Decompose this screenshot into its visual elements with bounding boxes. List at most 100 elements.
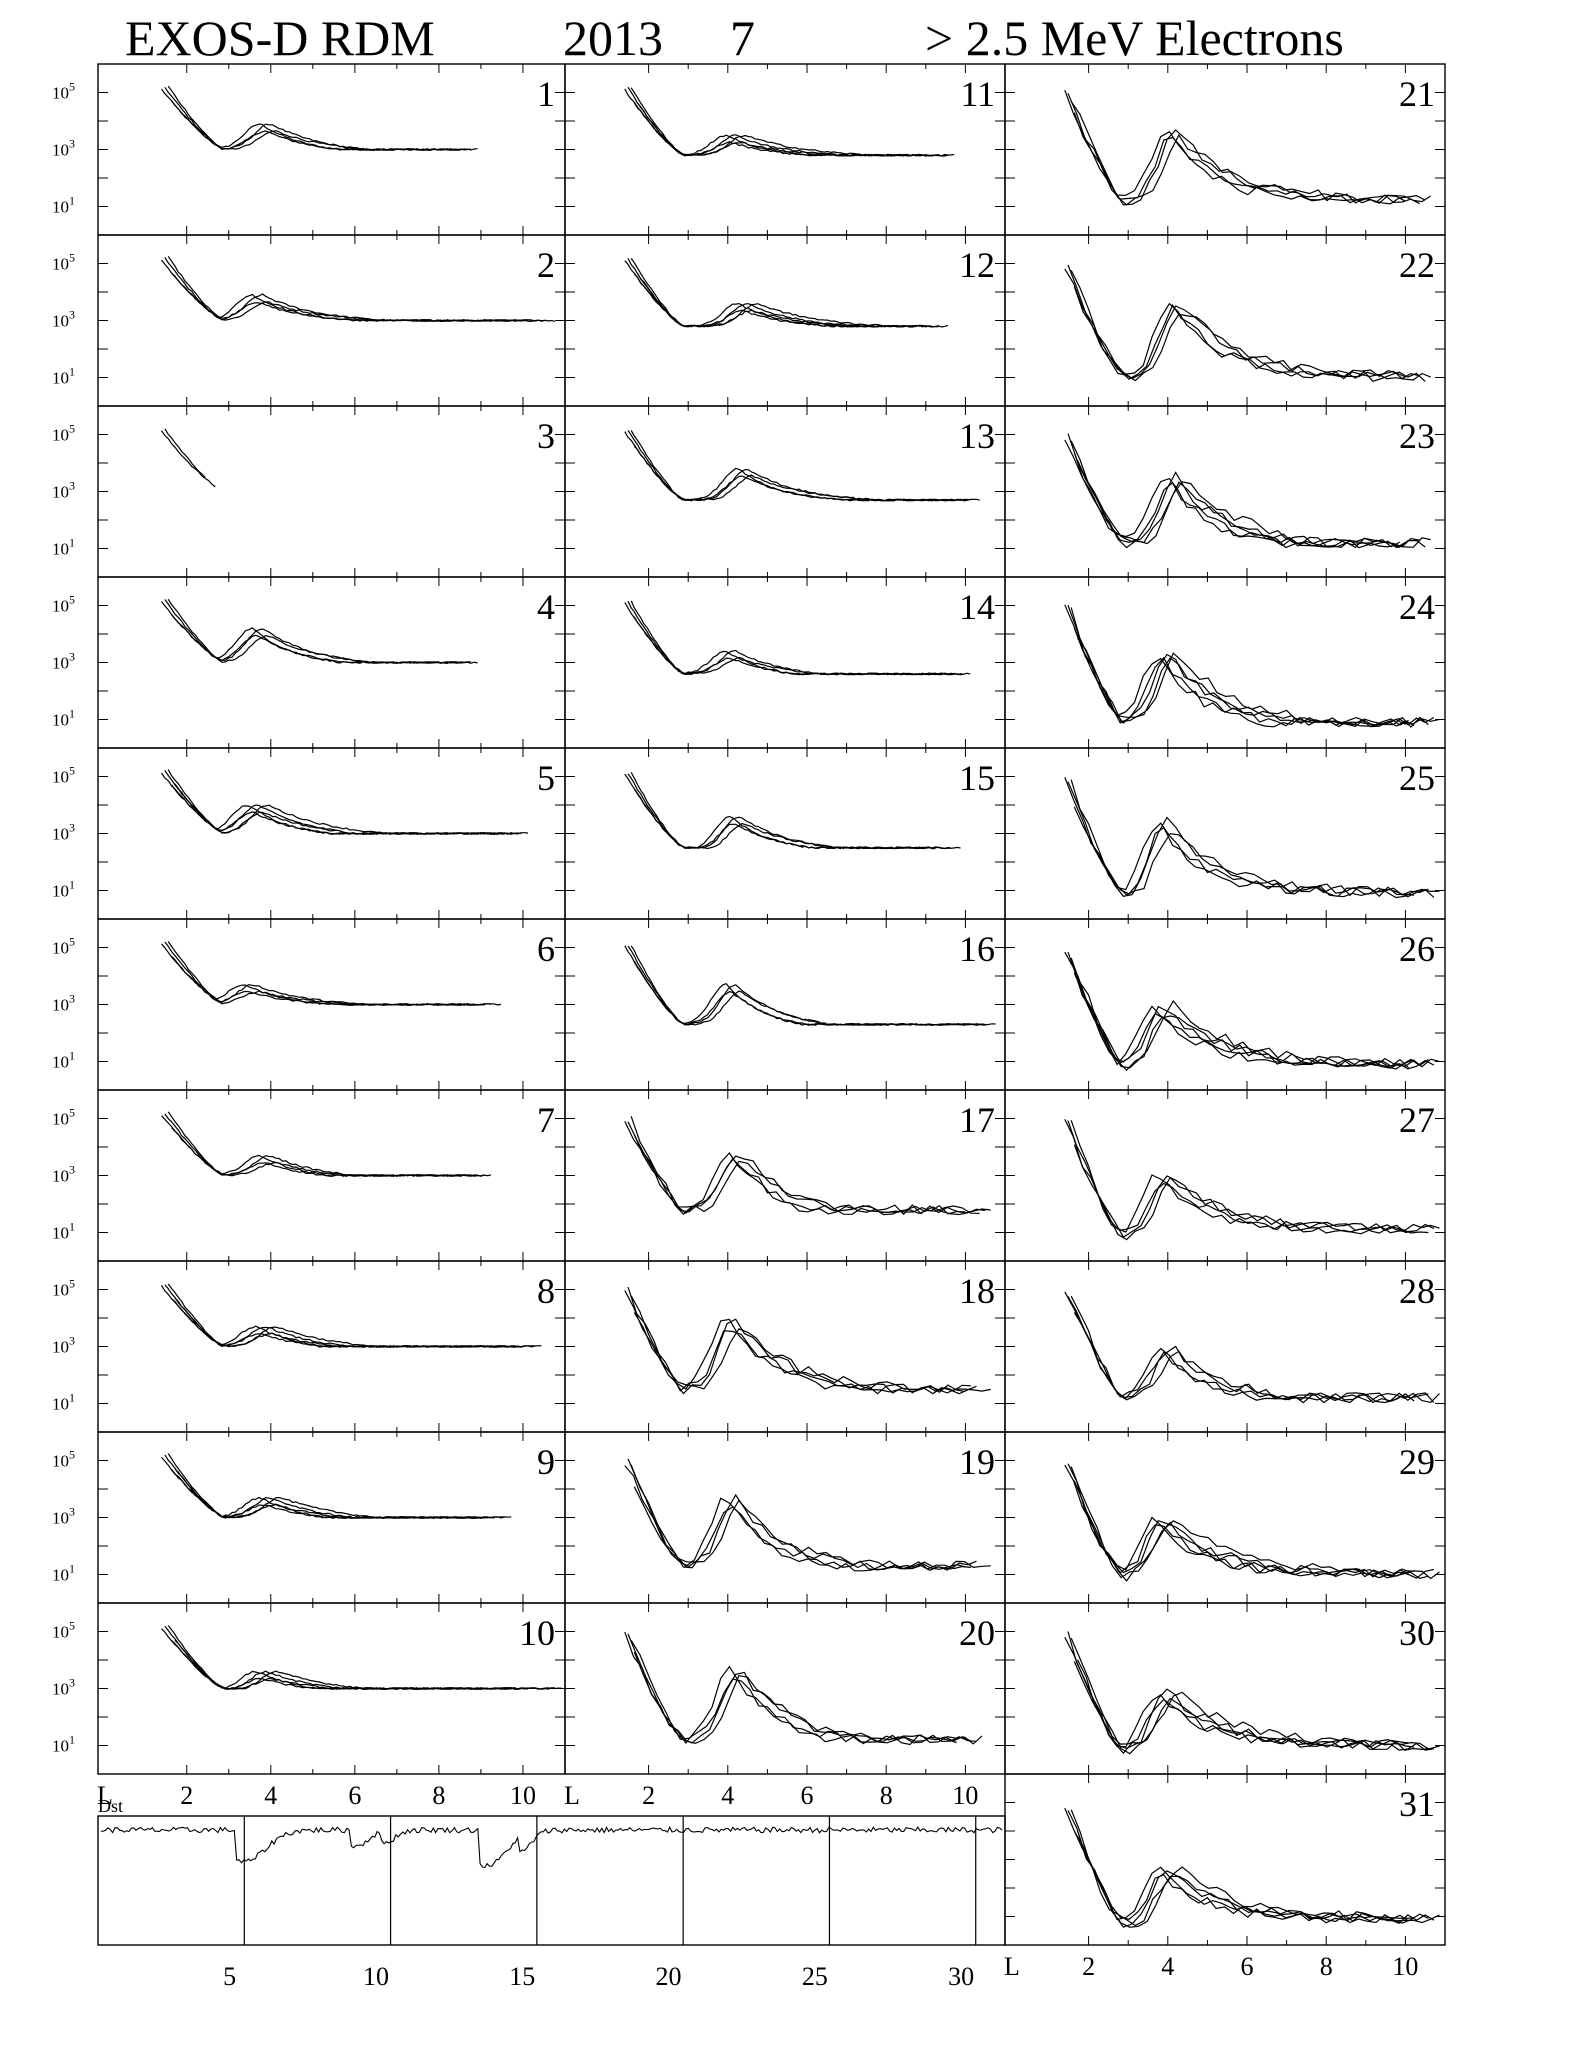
- y-tick-exponent: 3: [69, 308, 75, 322]
- panel-day-30: 30: [1004, 1602, 1446, 1775]
- flux-curve: [167, 85, 461, 151]
- flux-curve: [1076, 1830, 1409, 1928]
- y-tick-label: 101: [52, 1220, 75, 1243]
- panel-frame: [1004, 576, 1446, 749]
- y-tick-label: 103: [52, 992, 75, 1015]
- panel-day-label: 16: [959, 929, 995, 969]
- panel-day-16: 16: [564, 918, 1006, 1091]
- panel-day-label: 7: [537, 1100, 555, 1140]
- panel-day-23: 23: [1004, 405, 1446, 578]
- panel-frame: [564, 747, 1006, 920]
- y-tick-exponent: 1: [69, 536, 75, 550]
- flux-curve: [1070, 270, 1420, 380]
- panel-day-26: 26: [1004, 918, 1446, 1091]
- y-tick-exponent: 3: [69, 1334, 75, 1348]
- panel-frame: [1004, 234, 1446, 407]
- y-tick-exponent: 3: [69, 1676, 75, 1690]
- flux-curve: [636, 272, 917, 328]
- y-tick-label: 103: [52, 1676, 75, 1699]
- year-title: 2013: [563, 10, 663, 66]
- dst-day-label: 25: [802, 1962, 828, 1991]
- panel-day-17: 17: [564, 1089, 1006, 1262]
- flux-curve: [167, 941, 485, 1006]
- panel-frame: [564, 63, 1006, 236]
- flux-curve: [624, 1120, 991, 1216]
- panel-day-label: 31: [1399, 1784, 1435, 1824]
- flux-curve: [1073, 112, 1406, 206]
- x-tick-label: 10: [952, 1781, 978, 1810]
- panel-day-label: 17: [959, 1100, 995, 1140]
- x-axis-symbol: L: [564, 1781, 580, 1810]
- flux-curve: [1064, 89, 1432, 203]
- flux-curve: [1064, 1464, 1440, 1580]
- flux-curve: [630, 1116, 980, 1216]
- panel-day-label: 25: [1399, 758, 1435, 798]
- x-tick-label: 4: [1161, 1952, 1174, 1981]
- flux-curve: [164, 1284, 535, 1348]
- y-tick-exponent: 5: [69, 1619, 75, 1633]
- panel-day-label: 15: [959, 758, 995, 798]
- panel-day-label: 26: [1399, 929, 1435, 969]
- panel-day-label: 27: [1399, 1100, 1435, 1140]
- flux-curve: [630, 600, 955, 676]
- flux-curve: [624, 1465, 991, 1571]
- y-tick-label: 103: [52, 479, 75, 502]
- flux-curve: [171, 100, 455, 151]
- dst-frame: [97, 1815, 1006, 1946]
- flux-curve: [630, 1464, 971, 1571]
- flux-curve: [164, 941, 492, 1006]
- flux-curve: [633, 445, 955, 502]
- y-tick-label: 105: [52, 1619, 75, 1642]
- flux-curve: [1073, 1144, 1415, 1241]
- dst-label: Dst: [98, 1796, 123, 1816]
- y-tick-exponent: 5: [69, 1106, 75, 1120]
- panel-frame: [564, 1089, 1006, 1262]
- flux-curve: [624, 1631, 983, 1745]
- flux-curve: [630, 945, 980, 1026]
- flux-curve: [630, 87, 939, 157]
- x-tick-label: 4: [721, 1781, 734, 1810]
- flux-curve: [167, 1111, 475, 1177]
- panel-day-19: 19: [564, 1431, 1006, 1604]
- month-title: 7: [730, 10, 755, 66]
- flux-curve: [1073, 627, 1415, 728]
- flux-curve: [624, 1290, 991, 1395]
- panel-day-2: 105 103 101 2: [52, 234, 566, 407]
- x-tick-label: 10: [1392, 1952, 1418, 1981]
- panel-frame: [1004, 405, 1446, 578]
- panel-day-label: 2: [537, 245, 555, 285]
- flux-curve: [633, 1651, 957, 1745]
- panel-day-13: 13: [564, 405, 1006, 578]
- y-tick-exponent: 3: [69, 137, 75, 151]
- flux-curve: [1070, 607, 1429, 728]
- flux-curve: [630, 258, 933, 328]
- panel-day-label: 5: [537, 758, 555, 798]
- y-tick-label: 101: [52, 878, 75, 901]
- flux-curve: [633, 788, 936, 850]
- flux-curve: [1076, 1486, 1409, 1579]
- flux-curve: [633, 1486, 966, 1570]
- y-tick-label: 105: [52, 80, 75, 103]
- x-axis-symbol: L: [97, 1781, 113, 1810]
- panel-day-label: 8: [537, 1271, 555, 1311]
- y-tick-exponent: 1: [69, 1562, 75, 1576]
- panel-frame: [564, 1602, 1006, 1775]
- panel-day-11: 11: [564, 63, 1006, 236]
- panel-day-label: 28: [1399, 1271, 1435, 1311]
- y-tick-exponent: 5: [69, 935, 75, 949]
- flux-curve: [167, 1453, 495, 1519]
- y-tick-exponent: 3: [69, 650, 75, 664]
- panel-day-4: 105 103 101 4: [52, 576, 566, 749]
- y-tick-label: 101: [52, 365, 75, 388]
- y-tick-label: 103: [52, 1334, 75, 1357]
- flux-curve: [164, 770, 522, 836]
- y-tick-label: 101: [52, 1049, 75, 1072]
- y-tick-label: 105: [52, 422, 75, 445]
- panel-frame: [97, 63, 566, 236]
- panel-day-label: 11: [960, 74, 995, 114]
- flux-curve: [633, 960, 971, 1026]
- flux-curve: [1073, 1480, 1415, 1582]
- dst-day-label: 30: [948, 1962, 974, 1991]
- x-tick-label: 6: [801, 1781, 814, 1810]
